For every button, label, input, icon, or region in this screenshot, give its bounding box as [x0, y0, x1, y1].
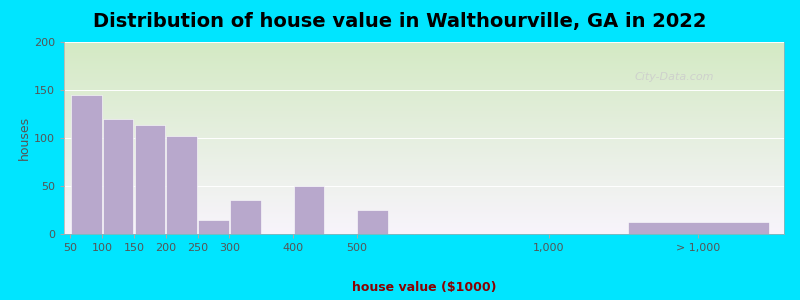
- Bar: [358, 210, 388, 234]
- Text: Distribution of house value in Walthourville, GA in 2022: Distribution of house value in Walthourv…: [94, 11, 706, 31]
- Bar: [198, 220, 229, 234]
- Bar: [166, 136, 197, 234]
- Bar: [134, 124, 165, 234]
- Bar: [294, 186, 324, 234]
- Bar: [71, 95, 102, 234]
- Y-axis label: houses: houses: [18, 116, 31, 160]
- Text: house value ($1000): house value ($1000): [352, 281, 496, 295]
- Text: City-Data.com: City-Data.com: [634, 72, 714, 82]
- Bar: [103, 119, 134, 234]
- Bar: [230, 200, 261, 234]
- Bar: [627, 223, 770, 234]
